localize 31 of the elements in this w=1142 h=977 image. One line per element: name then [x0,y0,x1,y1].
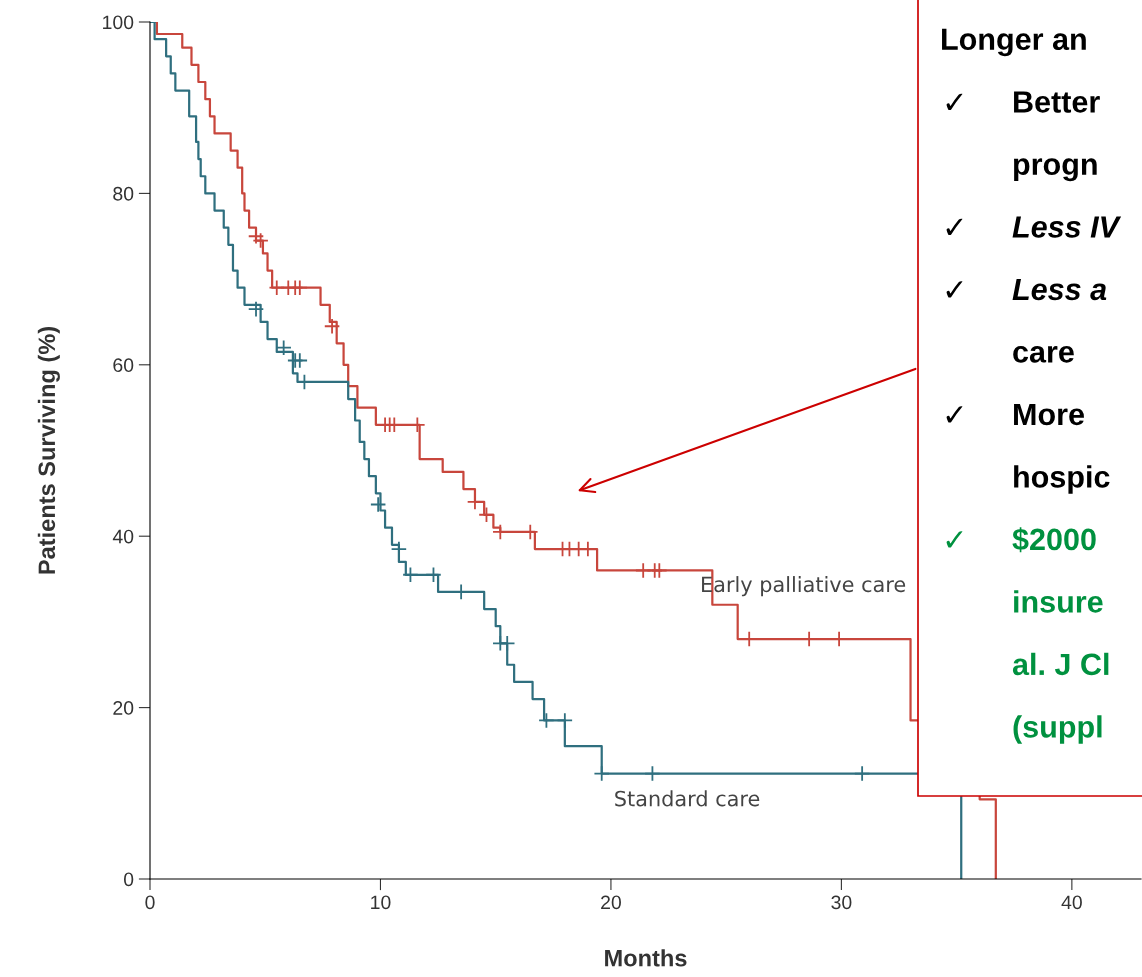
series-label: Standard care [615,790,760,807]
x-tick-label: 20 [601,895,621,910]
annotation: More [1014,403,1084,426]
annotation: insure [1014,590,1103,613]
y-tick-label: 100 [103,15,134,30]
x-tick-label: 10 [371,895,391,910]
x-tick-label: 0 [145,895,155,910]
annotation: (suppl [1013,715,1102,744]
y-axis-title: Patients Surviving (%) [37,327,60,574]
y-tick-label: 40 [112,529,134,544]
y-tick-label: 20 [113,701,134,715]
annotation: ✓ [946,531,963,548]
annotation: Better [1014,91,1100,113]
y-tick-label: 60 [113,358,134,373]
annotation: hospic [1014,465,1110,494]
annotation: ✓ [946,281,963,298]
annotation: Longer an [942,28,1086,57]
annotation: al. J Cl [1012,652,1109,676]
annotation: Less a [1012,278,1107,301]
annotation: ✓ [946,93,963,110]
x-tick-label: 40 [1061,895,1082,910]
x-axis-title: Months [605,949,687,967]
annotation: care [1013,345,1074,363]
annotation: $2000 [1012,527,1096,553]
annotation: ✓ [946,406,963,423]
annotation: Less IV [1012,216,1122,238]
x-tick-label: 30 [831,895,852,910]
annotation: ✓ [946,218,963,235]
annotation: progn [1014,158,1097,182]
y-tick-label: 80 [113,186,134,201]
y-tick-label: 0 [123,872,134,887]
